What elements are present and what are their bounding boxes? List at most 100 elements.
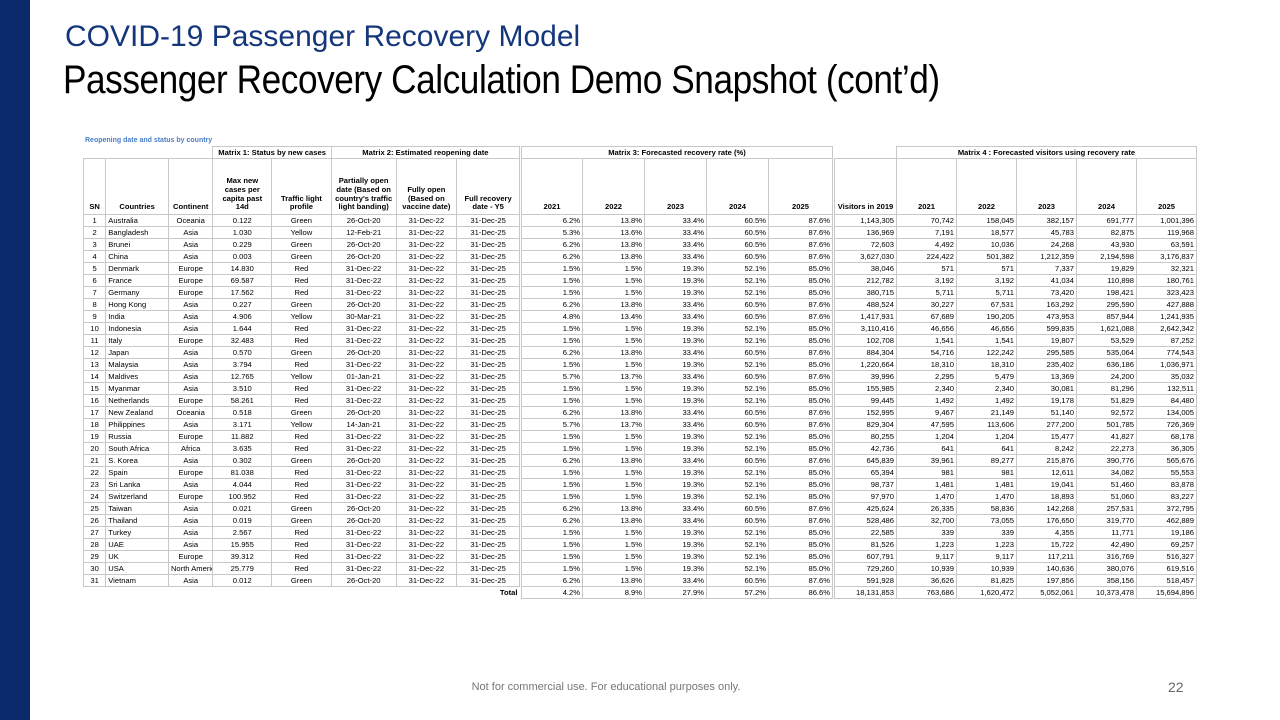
cell-full-recovery-date: 31-Dec-25 bbox=[456, 550, 520, 563]
cell-sn: 11 bbox=[82, 334, 107, 347]
cell-visitors-forecast: 1,036,971 bbox=[1136, 358, 1197, 371]
cell-recovery-rate: 19.3% bbox=[644, 262, 707, 275]
cell-partially-open-date: 31-Dec-22 bbox=[330, 334, 397, 347]
cell-visitors-forecast: 9,117 bbox=[896, 550, 957, 563]
cell-recovery-rate: 13.8% bbox=[582, 346, 645, 359]
cell-sn: 13 bbox=[82, 358, 107, 371]
cell-visitors-forecast: 5,479 bbox=[956, 370, 1017, 383]
cell-visitors-2019: 98,737 bbox=[834, 478, 897, 491]
cell-visitors-forecast: 19,807 bbox=[1016, 334, 1077, 347]
cell-visitors-2019: 1,220,664 bbox=[834, 358, 897, 371]
table-row: 1.5% 1.5% 19.3% 52.1% 85.0% bbox=[521, 430, 834, 443]
cell-traffic-light: Red bbox=[271, 430, 332, 443]
cell-visitors-2019: 425,624 bbox=[834, 502, 897, 515]
cell-visitors-forecast: 34,082 bbox=[1076, 466, 1137, 479]
cell-max-new-cases: 0.518 bbox=[212, 406, 273, 419]
cell-visitors-forecast: 158,045 bbox=[956, 214, 1017, 227]
table-row: 18 Philippines Asia 3.171 Yellow 14-Jan-21 31-… bbox=[82, 418, 520, 431]
table-row: 24 Switzerland Europe 100.952 Red 31-Dec-22 31… bbox=[82, 490, 520, 503]
cell-country: South Africa bbox=[105, 442, 169, 455]
cell-visitors-forecast: 257,531 bbox=[1076, 502, 1137, 515]
cell-visitors-forecast: 22,273 bbox=[1076, 442, 1137, 455]
table-row: 23 Sri Lanka Asia 4.044 Red 31-Dec-22 31-Dec-2… bbox=[82, 478, 520, 491]
blank-cell bbox=[106, 587, 169, 599]
cell-country: Vietnam bbox=[105, 574, 169, 587]
cell-partially-open-date: 31-Dec-22 bbox=[330, 562, 397, 575]
table-row: 1,220,664 18,310 18,310 235,402 636,186 1,036… bbox=[834, 358, 1197, 371]
cell-visitors-forecast: 3,192 bbox=[896, 274, 957, 287]
table-row: 1.5% 1.5% 19.3% 52.1% 85.0% bbox=[521, 562, 834, 575]
cell-country: Spain bbox=[105, 466, 169, 479]
cell-visitors-forecast: 30,227 bbox=[896, 298, 957, 311]
total-row: 4.2% 8.9% 27.9% 57.2% 86.6% bbox=[521, 586, 834, 599]
cell-traffic-light: Green bbox=[271, 214, 332, 227]
table-row: 8 Hong Kong Asia 0.227 Green 26-Oct-20 31-Dec-… bbox=[82, 298, 520, 311]
table-row: 591,928 36,626 81,825 197,856 358,156 518,457 bbox=[834, 574, 1197, 587]
cell-visitors-forecast: 30,081 bbox=[1016, 382, 1077, 395]
cell-sn: 9 bbox=[82, 310, 107, 323]
cell-traffic-light: Green bbox=[271, 346, 332, 359]
cell-full-recovery-date: 31-Dec-25 bbox=[456, 394, 520, 407]
cell-visitors-forecast: 571 bbox=[956, 262, 1017, 275]
cell-recovery-rate: 19.3% bbox=[644, 490, 707, 503]
cell-recovery-rate: 5.7% bbox=[521, 370, 583, 383]
cell-recovery-rate: 52.1% bbox=[706, 466, 769, 479]
cell-country: UK bbox=[105, 550, 169, 563]
cell-country: Germany bbox=[105, 286, 169, 299]
cell-fully-open-date: 31-Dec-22 bbox=[395, 490, 458, 503]
cell-visitors-forecast: 45,783 bbox=[1016, 226, 1077, 239]
cell-visitors-2019: 102,708 bbox=[834, 334, 897, 347]
blank-cell bbox=[396, 587, 457, 599]
cell-partially-open-date: 31-Dec-22 bbox=[330, 394, 397, 407]
table-row: 6.2% 13.8% 33.4% 60.5% 87.6% bbox=[521, 298, 834, 311]
cell-visitors-2019: 3,627,030 bbox=[834, 250, 897, 263]
cell-visitors-forecast: 981 bbox=[956, 466, 1017, 479]
cell-fully-open-date: 31-Dec-22 bbox=[395, 298, 458, 311]
table-row: 3,627,030 224,422 501,382 1,212,359 2,194,59… bbox=[834, 250, 1197, 263]
cell-fully-open-date: 31-Dec-22 bbox=[395, 454, 458, 467]
cell-visitors-forecast: 641 bbox=[956, 442, 1017, 455]
cell-sn: 14 bbox=[82, 370, 107, 383]
cell-recovery-rate: 85.0% bbox=[767, 538, 834, 551]
cell-full-recovery-date: 31-Dec-25 bbox=[456, 250, 520, 263]
cell-visitors-forecast: 176,650 bbox=[1016, 514, 1077, 527]
cell-country: India bbox=[105, 310, 169, 323]
cell-sn: 22 bbox=[82, 466, 107, 479]
cell-traffic-light: Yellow bbox=[271, 226, 332, 239]
cell-visitors-2019: 528,486 bbox=[834, 514, 897, 527]
table-row: 6.2% 13.8% 33.4% 60.5% 87.6% bbox=[521, 406, 834, 419]
cell-max-new-cases: 1.644 bbox=[212, 322, 273, 335]
cell-sn: 17 bbox=[82, 406, 107, 419]
col-header-rate-2025: 2025 bbox=[767, 158, 834, 215]
cell-traffic-light: Yellow bbox=[271, 370, 332, 383]
cell-recovery-rate: 33.4% bbox=[644, 418, 707, 431]
cell-traffic-light: Green bbox=[271, 250, 332, 263]
cell-continent: Europe bbox=[167, 286, 214, 299]
cell-visitors-forecast: 380,076 bbox=[1076, 562, 1137, 575]
cell-partially-open-date: 31-Dec-22 bbox=[330, 430, 397, 443]
cell-max-new-cases: 0.003 bbox=[212, 250, 273, 263]
cell-recovery-rate: 85.0% bbox=[767, 478, 834, 491]
table-row: 22,585 339 339 4,355 11,771 19,186 bbox=[834, 526, 1197, 539]
cell-full-recovery-date: 31-Dec-25 bbox=[456, 358, 520, 371]
cell-visitors-forecast: 390,776 bbox=[1076, 454, 1137, 467]
cell-country: Australia bbox=[105, 214, 169, 227]
table-row: 99,445 1,492 1,492 19,178 51,829 84,480 bbox=[834, 394, 1197, 407]
cell-country: Brunei bbox=[105, 238, 169, 251]
cell-fully-open-date: 31-Dec-22 bbox=[395, 406, 458, 419]
cell-recovery-rate: 13.8% bbox=[582, 502, 645, 515]
table-row: 6 France Europe 69.587 Red 31-Dec-22 31-Dec-22… bbox=[82, 274, 520, 287]
cell-visitors-forecast: 18,310 bbox=[896, 358, 957, 371]
cell-recovery-rate: 13.8% bbox=[582, 574, 645, 587]
cell-recovery-rate: 85.0% bbox=[767, 550, 834, 563]
matrix-3-title: Matrix 3: Forecasted recovery rate (%) bbox=[520, 146, 834, 159]
cell-recovery-rate: 85.0% bbox=[767, 466, 834, 479]
cell-continent: Asia bbox=[167, 250, 214, 263]
cell-fully-open-date: 31-Dec-22 bbox=[395, 478, 458, 491]
cell-visitors-forecast: 41,827 bbox=[1076, 430, 1137, 443]
cell-partially-open-date: 31-Dec-22 bbox=[330, 490, 397, 503]
cell-recovery-rate: 85.0% bbox=[767, 262, 834, 275]
table-row: 1.5% 1.5% 19.3% 52.1% 85.0% bbox=[521, 322, 834, 335]
table-row: 1,143,305 70,742 158,045 382,157 691,777 1,00… bbox=[834, 214, 1197, 227]
cell-traffic-light: Red bbox=[271, 262, 332, 275]
